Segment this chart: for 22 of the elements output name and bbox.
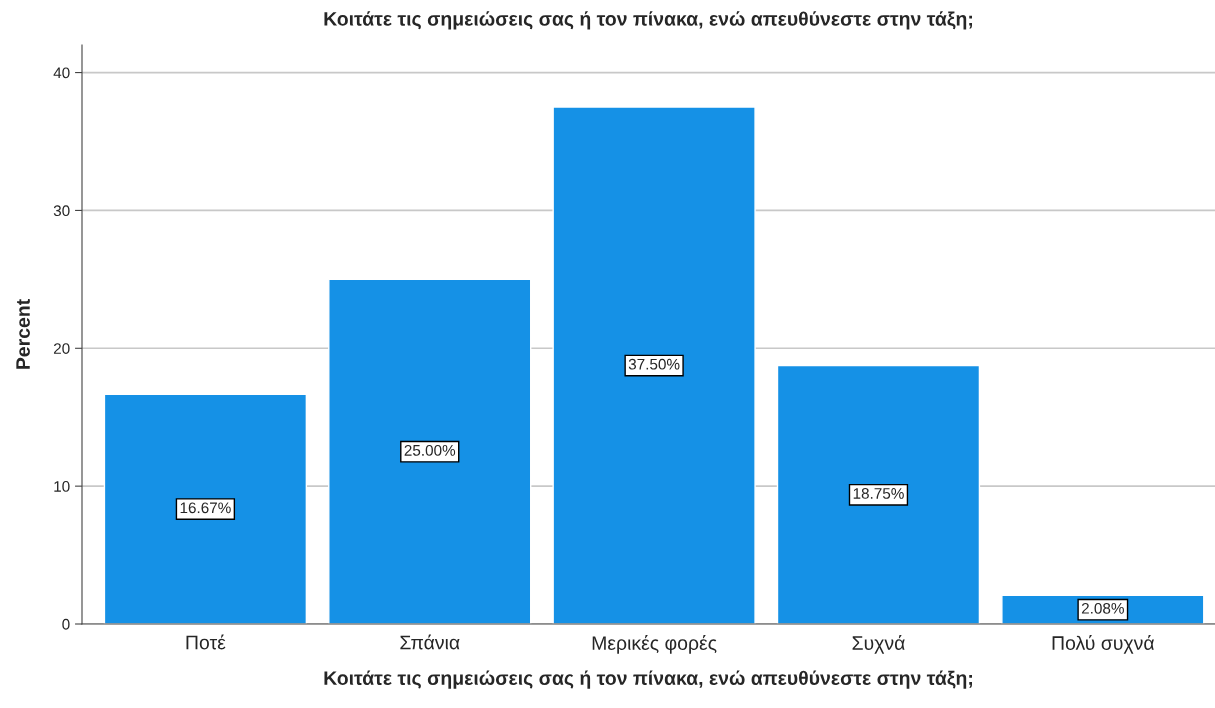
bar bbox=[328, 278, 532, 624]
data-label: 18.75% bbox=[853, 488, 904, 499]
data-label: 37.50% bbox=[628, 358, 680, 370]
data-label: 16.67% bbox=[180, 502, 231, 514]
x-tick-label: Ποτέ bbox=[186, 634, 226, 650]
bar bbox=[103, 393, 308, 624]
data-label: 25.00% bbox=[404, 444, 456, 456]
y-tick-label: 40 bbox=[53, 67, 70, 79]
data-label: 2.08% bbox=[1081, 602, 1124, 614]
chart-title: Κοιτάτε τις σημειώσεις σας ή τον πίνακα, ενώ απευθύνεστε στην τάξη; bbox=[324, 11, 972, 30]
x-tick-label: Συχνά bbox=[852, 635, 905, 654]
y-axis-title: Percent bbox=[16, 299, 30, 369]
y-tick-label: 30 bbox=[53, 205, 70, 217]
bar bbox=[776, 364, 981, 624]
y-tick-label: 20 bbox=[53, 343, 70, 354]
x-tick-label: Σπάνια bbox=[400, 634, 460, 650]
x-axis-title: Κοιτάτε τις σημειώσεις σας ή τον πίνακα, ενώ απευθύνεστε στην τάξη; bbox=[324, 670, 972, 689]
x-tick-label: Πολύ συχνά bbox=[1052, 635, 1155, 654]
bar bbox=[552, 106, 756, 624]
y-tick-label: 10 bbox=[54, 481, 70, 492]
y-tick-label: 0 bbox=[62, 618, 70, 630]
x-tick-label: Μερικές φορές bbox=[592, 635, 717, 654]
